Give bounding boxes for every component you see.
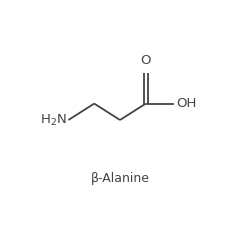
Text: H$_2$N: H$_2$N: [40, 113, 67, 127]
Text: β-Alanine: β-Alanine: [90, 172, 150, 185]
Text: OH: OH: [177, 97, 197, 110]
Text: O: O: [141, 54, 151, 67]
